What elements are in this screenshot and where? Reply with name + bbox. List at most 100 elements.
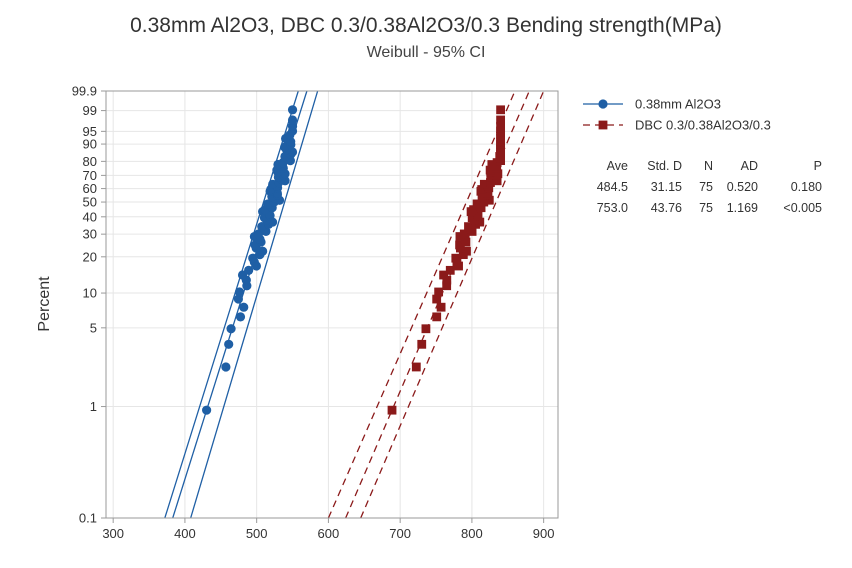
data-point <box>417 339 427 349</box>
data-point <box>472 199 482 209</box>
data-point <box>459 229 469 239</box>
data-point <box>239 302 249 312</box>
x-tick-label: 400 <box>174 526 196 541</box>
x-tick-label: 300 <box>102 526 124 541</box>
data-point <box>221 362 231 372</box>
data-point <box>484 195 494 205</box>
ci-lower-line <box>327 91 516 518</box>
data-point <box>496 105 506 115</box>
stats-header: AD <box>741 159 758 173</box>
data-point <box>287 121 298 131</box>
data-point <box>479 179 489 189</box>
y-tick-label: 50 <box>83 195 97 210</box>
data-point <box>487 160 497 169</box>
y-axis-label: Percent <box>36 276 53 332</box>
x-tick-label: 700 <box>389 526 411 541</box>
y-tick-label: 40 <box>83 209 97 224</box>
y-tick-label: 70 <box>83 168 97 183</box>
axes: 300 400 500 600 700 800 900 0.1 1 5 10 20 30 40506070… <box>72 84 555 542</box>
data-point <box>202 405 212 415</box>
data-point <box>496 115 506 125</box>
y-tick-label: 90 <box>83 137 97 152</box>
y-tick-label: 99.9 <box>72 84 97 99</box>
data-point <box>411 362 421 372</box>
stats-cell: <0.005 <box>783 201 822 215</box>
y-tick-label: 5 <box>90 320 97 335</box>
stats-cell: 31.15 <box>651 180 682 194</box>
y-tick-label: 60 <box>83 181 97 196</box>
data-point <box>432 312 442 322</box>
data-point <box>224 339 234 349</box>
data-point <box>442 275 452 285</box>
stats-cell: 753.0 <box>597 201 628 215</box>
chart-subtitle: Weibull - 95% CI <box>366 44 486 61</box>
data-point <box>485 165 495 175</box>
y-tick-label: 0.1 <box>79 511 97 526</box>
data-point <box>244 265 254 275</box>
data-point <box>477 192 487 201</box>
data-point <box>496 121 506 131</box>
y-tick-label: 95 <box>83 124 97 139</box>
legend: 0.38mm Al2O3 DBC 0.3/0.38Al2O3/0.3 <box>583 97 771 133</box>
data-point <box>451 253 461 263</box>
data-points <box>202 105 506 415</box>
legend-label: 0.38mm Al2O3 <box>635 97 721 112</box>
data-point <box>445 265 455 275</box>
data-point <box>475 217 485 227</box>
data-point <box>387 405 397 415</box>
stats-cell: 0.180 <box>791 180 822 194</box>
data-point <box>462 246 471 256</box>
stats-cell: 484.5 <box>597 180 628 194</box>
y-tick-label: 30 <box>83 227 97 242</box>
y-tick-label: 10 <box>83 286 97 301</box>
data-point <box>235 312 246 322</box>
y-tick-label: 1 <box>90 399 97 414</box>
data-point <box>233 294 243 304</box>
stats-table: Ave Std. D N AD P 484.5 31.15 75 0.520 0.180 753.0… <box>597 159 822 215</box>
data-point <box>483 188 493 198</box>
data-point <box>421 324 431 334</box>
stats-cell: 75 <box>699 180 713 194</box>
data-point <box>234 287 245 297</box>
data-point <box>455 240 465 250</box>
data-point <box>434 287 444 297</box>
chart-title: 0.38mm Al2O3, DBC 0.3/0.38Al2O3/0.3 Bend… <box>130 14 722 37</box>
data-point <box>460 234 470 244</box>
y-tick-label: 80 <box>83 154 97 169</box>
x-tick-label: 500 <box>246 526 268 541</box>
data-point <box>486 172 496 182</box>
stats-header: Ave <box>607 159 628 173</box>
legend-marker <box>598 99 608 109</box>
data-point <box>287 115 298 125</box>
data-point <box>477 185 487 194</box>
stats-cell: 0.520 <box>727 180 758 194</box>
grid <box>106 90 558 519</box>
stats-cell: 75 <box>699 201 713 215</box>
data-point <box>493 169 503 179</box>
data-point <box>469 205 478 215</box>
ci-upper-line <box>360 91 545 518</box>
data-point <box>496 126 506 136</box>
legend-label: DBC 0.3/0.38Al2O3/0.3 <box>635 118 771 133</box>
stats-cell: 1.169 <box>727 201 758 215</box>
data-point <box>442 281 452 291</box>
data-point <box>464 222 473 232</box>
stats-header: P <box>814 159 822 173</box>
legend-marker <box>598 120 608 130</box>
y-tick-label: 20 <box>83 249 97 264</box>
x-tick-label: 600 <box>318 526 340 541</box>
data-point <box>439 270 449 280</box>
data-point <box>436 302 446 312</box>
data-point <box>432 294 442 304</box>
x-tick-label: 900 <box>533 526 555 541</box>
data-point <box>467 213 477 223</box>
ci-upper-line <box>190 91 319 518</box>
data-point <box>248 253 258 263</box>
confidence-bands <box>164 91 545 518</box>
plot-frame <box>105 90 559 519</box>
x-tick-label: 800 <box>461 526 483 541</box>
data-point <box>287 105 298 115</box>
y-tick-label: 99 <box>83 103 97 118</box>
data-point <box>226 324 236 334</box>
